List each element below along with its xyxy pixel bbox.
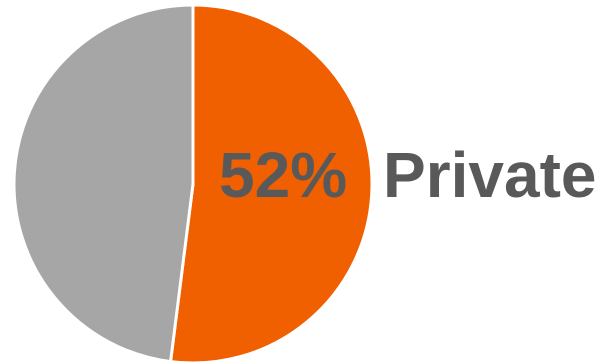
data-label-percent: 52% <box>219 139 347 211</box>
pie-slice-2 <box>12 3 195 364</box>
pie-slices <box>12 3 374 364</box>
category-label: Private <box>383 139 596 211</box>
pie-slice-1 <box>169 3 374 364</box>
